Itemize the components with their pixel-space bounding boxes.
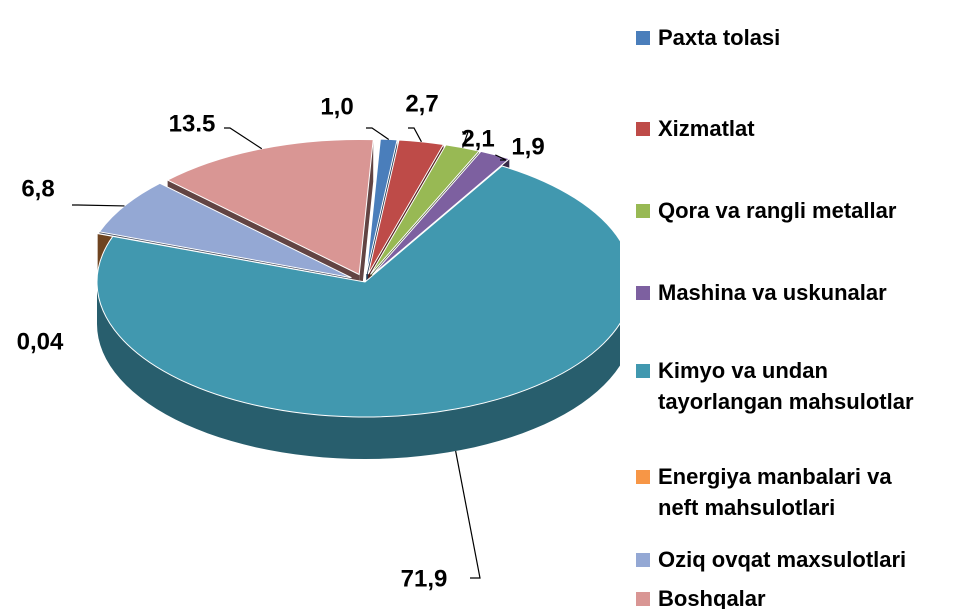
legend-label: Boshqalar [658, 586, 766, 609]
leader-line [224, 127, 263, 150]
legend-swatch [636, 470, 650, 484]
legend-label: Xizmatlat [658, 116, 755, 141]
legend-swatch [636, 553, 650, 567]
data-label: 13.5 [169, 110, 216, 137]
slice [367, 139, 445, 275]
data-label: 6,8 [21, 175, 54, 202]
leader-line [462, 131, 469, 148]
legend-swatch [636, 592, 650, 606]
leader-line [72, 204, 125, 207]
legend-swatch [636, 286, 650, 300]
slice-wall [359, 139, 374, 317]
legend-label: Oziq ovqat maxsulotlari [658, 547, 907, 572]
data-label: 1,9 [511, 133, 544, 160]
legend-swatch [636, 204, 650, 218]
legend-label: Kimyo va undan tayorlangan mahsulotlar [658, 358, 914, 414]
legend-label: Qora va rangli metallar [658, 198, 897, 223]
slice [98, 182, 352, 279]
slice [96, 165, 620, 418]
data-label: 2,1 [461, 125, 494, 152]
legend-label: Mashina va uskunalar [658, 280, 887, 305]
leader-line [366, 127, 390, 140]
legend-swatch [636, 364, 650, 378]
legend-swatch [636, 31, 650, 45]
data-label: 2,7 [405, 90, 438, 117]
slice-side [97, 282, 620, 459]
slice [166, 138, 374, 276]
leader-line [408, 127, 422, 143]
leader-line [455, 450, 481, 579]
legend-label: Energiya manbalari va neft mahsulotlari [658, 464, 892, 520]
legend-swatch [636, 122, 650, 136]
data-label: 1,0 [320, 93, 353, 120]
data-label: 71,9 [401, 565, 448, 592]
leader-line [495, 154, 507, 161]
pie-area: 1,0 2,7 2,1 1,9 71,9 0,04 6,8 13.5 [17, 90, 620, 592]
legend-label: Paxta tolasi [658, 25, 781, 50]
data-label: 0,04 [17, 328, 64, 355]
